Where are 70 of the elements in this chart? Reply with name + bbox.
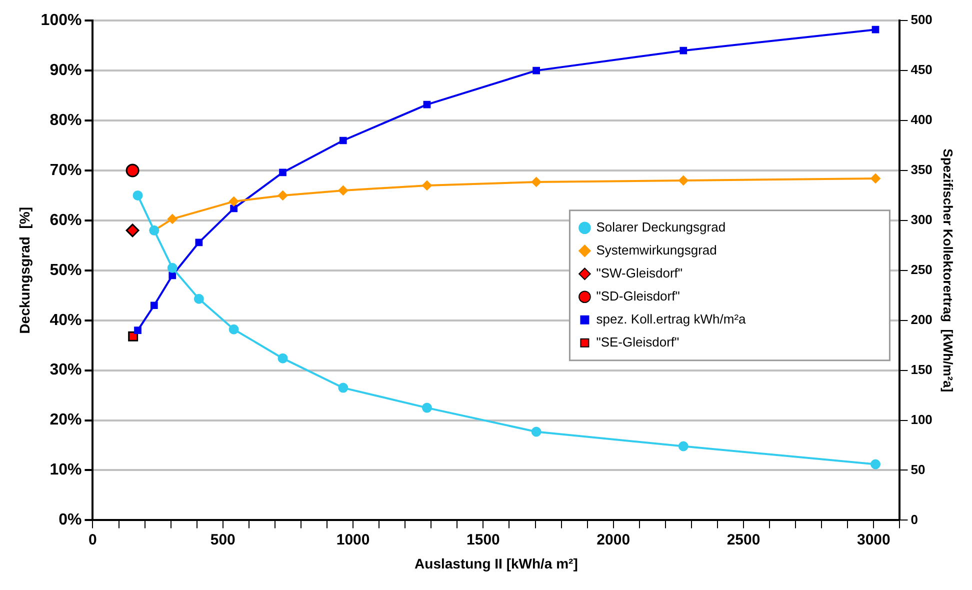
y2-tick-label: 500: [910, 12, 932, 28]
legend-label: "SW-Gleisdorf": [596, 265, 683, 280]
point: [422, 180, 432, 190]
point: [532, 66, 540, 74]
point: [228, 324, 239, 334]
y2-tick-label: 250: [910, 262, 932, 277]
point: [228, 196, 239, 206]
y2-tick-label: 100: [910, 412, 932, 427]
x-tick-label: 500: [210, 531, 236, 548]
point: [167, 214, 178, 224]
y2-tick-label: 200: [910, 312, 932, 327]
y2-tick-label: 150: [910, 362, 932, 377]
point: [531, 176, 542, 187]
x-tick-label: 2500: [726, 531, 760, 548]
point: [230, 204, 238, 212]
y-tick-label: 60%: [50, 212, 82, 229]
point: [132, 190, 143, 200]
legend-label: Solarer Deckungsgrad: [596, 219, 726, 234]
x-tick-label: 1500: [466, 531, 500, 548]
y2-tick-label: 400: [910, 112, 932, 128]
point: [279, 168, 286, 176]
y2-axis-title: Spezifischer Kollektorertrag [kWh/m²a]: [940, 148, 956, 392]
point: [338, 185, 348, 196]
y-axis-title: Deckungsgrad [%]: [16, 206, 32, 334]
point: [194, 294, 204, 304]
legend-label: spez. Koll.ertrag kWh/m²a: [596, 311, 747, 326]
y2-tick-label: 450: [910, 62, 932, 78]
point: [338, 382, 348, 393]
x-tick-label: 0: [88, 531, 97, 548]
point: [678, 441, 688, 452]
y-tick-label: 70%: [50, 162, 82, 179]
y2-tick-label: 0: [910, 512, 918, 527]
point: [126, 224, 140, 238]
y-tick-label: 50%: [50, 262, 82, 279]
point: [339, 136, 347, 144]
point: [872, 26, 880, 34]
y-tick-label: 40%: [50, 312, 82, 329]
point: [128, 331, 138, 342]
point: [195, 238, 203, 246]
x-tick-label: 1000: [336, 531, 370, 548]
y2-tick-label: 300: [910, 212, 932, 228]
point: [134, 326, 142, 334]
point: [678, 175, 688, 186]
y-tick-label: 90%: [50, 62, 82, 79]
y-tick-label: 80%: [50, 112, 82, 129]
point: [150, 302, 158, 310]
y-tick-label: 100%: [40, 12, 82, 30]
y2-tick-label: 50: [910, 462, 926, 477]
point: [278, 190, 288, 200]
x-axis-title: Auslastung II [kWh/a m²]: [414, 555, 578, 572]
y-tick-label: 10%: [50, 462, 82, 479]
y-tick-label: 0%: [58, 512, 82, 529]
point: [167, 262, 178, 273]
point: [680, 46, 688, 54]
legend-label: "SE-Gleisdorf": [596, 334, 680, 350]
point: [870, 459, 880, 470]
y2-tick-label: 350: [910, 162, 932, 178]
point: [278, 353, 288, 364]
point: [870, 173, 880, 184]
point: [126, 164, 140, 178]
point: [168, 272, 176, 280]
y-tick-label: 20%: [50, 412, 82, 429]
x-tick-label: 3000: [856, 531, 890, 548]
legend-label: Systemwirkungsgrad: [596, 242, 717, 258]
point: [423, 100, 431, 108]
point: [422, 402, 432, 413]
x-tick-label: 2000: [596, 531, 630, 548]
point: [531, 426, 542, 437]
legend-label: "SD-Gleisdorf": [596, 288, 680, 304]
y-tick-label: 30%: [50, 362, 82, 379]
